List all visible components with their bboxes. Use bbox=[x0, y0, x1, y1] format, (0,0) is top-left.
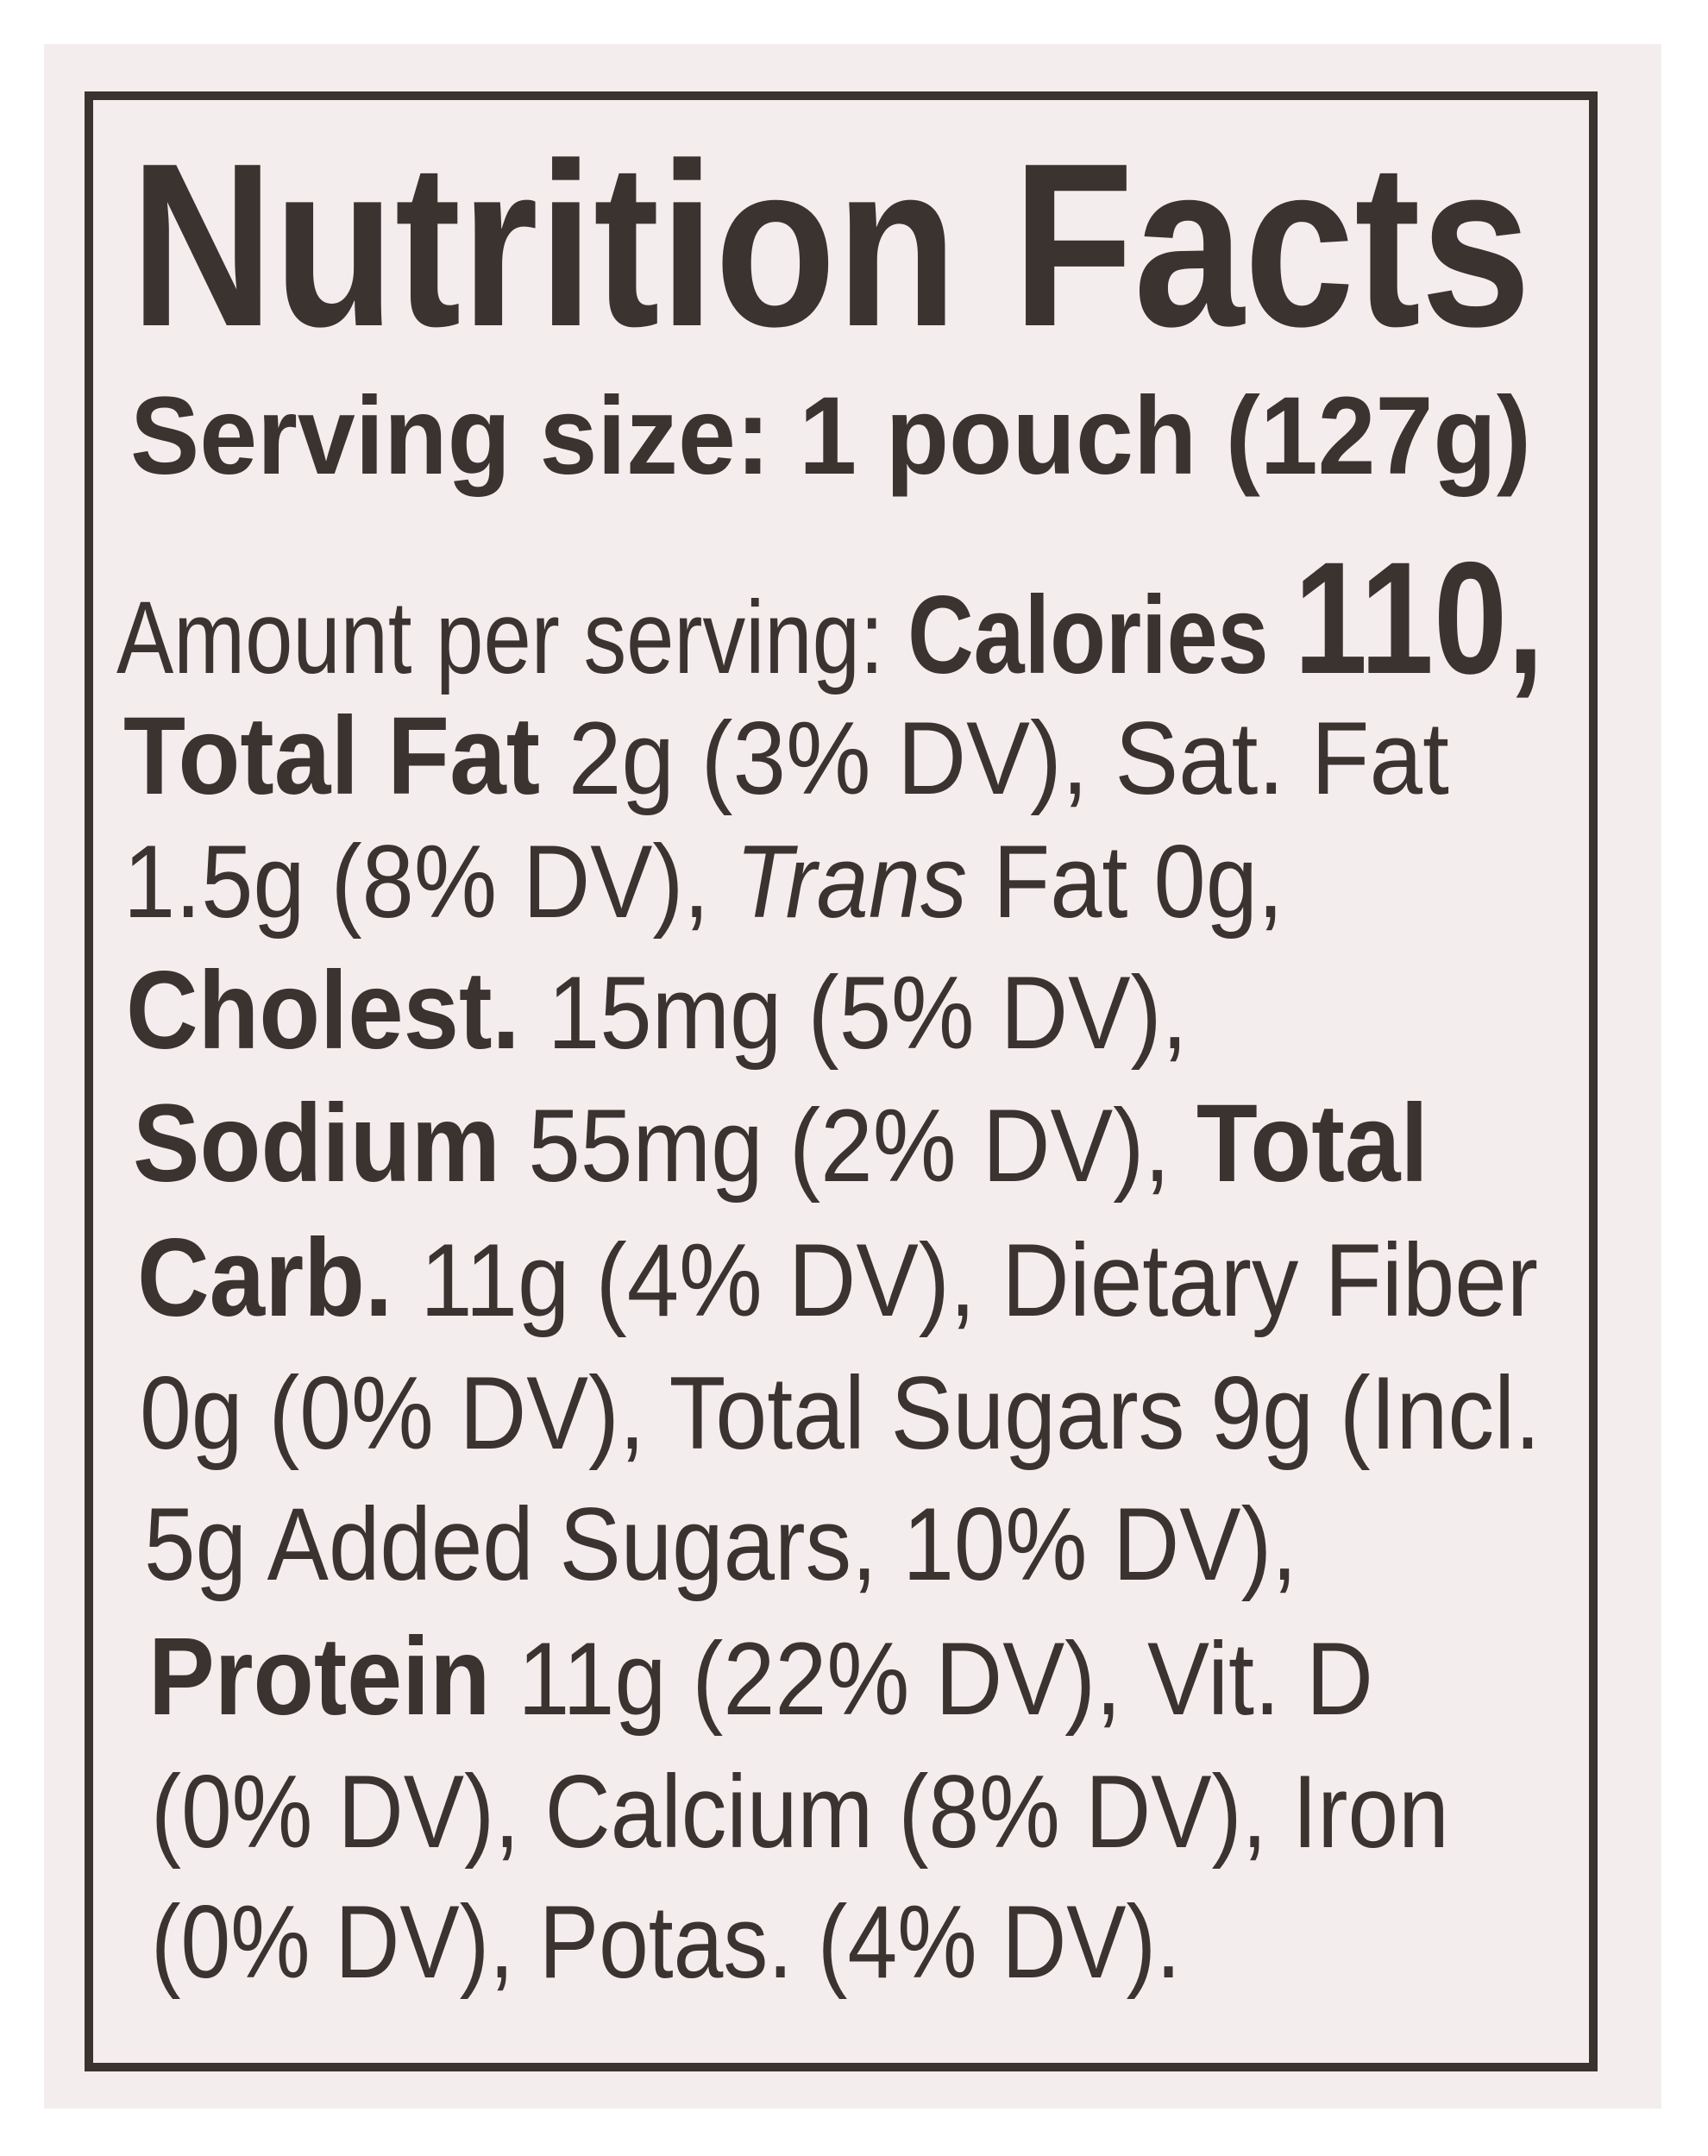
serving-size: Serving size: 1 pouch (127g) bbox=[130, 375, 1531, 498]
text-run: 110, bbox=[1294, 528, 1544, 707]
label-line: Cholest. 15mg (5% DV), bbox=[126, 949, 1188, 1072]
label-line: (0% DV), Potas. (4% DV). bbox=[151, 1883, 1181, 2000]
label-line: 1.5g (8% DV), Trans Fat 0g, bbox=[123, 825, 1284, 940]
text-run: 5g Added Sugars, 10% DV), bbox=[144, 1487, 1297, 1602]
text-run: 0g (0% DV), Total Sugars 9g (Incl. bbox=[140, 1356, 1541, 1472]
text-run: Fat 0g, bbox=[967, 825, 1284, 940]
label-border bbox=[85, 91, 1598, 2071]
text-run: Calories bbox=[907, 574, 1294, 697]
text-run: (0% DV), Calcium (8% DV), Iron bbox=[151, 1754, 1449, 1870]
text-run: Cholest. bbox=[126, 949, 548, 1072]
label-line: (0% DV), Calcium (8% DV), Iron bbox=[151, 1754, 1449, 1870]
title: Nutrition Facts bbox=[130, 116, 1531, 375]
text-run: 11g (4% DV), Dietary Fiber bbox=[420, 1223, 1538, 1338]
text-run: Carb. bbox=[137, 1216, 420, 1340]
text-run: 15mg (5% DV), bbox=[548, 955, 1188, 1071]
text-run: Trans bbox=[736, 825, 968, 940]
label-line: 0g (0% DV), Total Sugars 9g (Incl. bbox=[140, 1356, 1541, 1472]
text-run: (0% DV), Potas. (4% DV). bbox=[151, 1883, 1181, 2000]
text-run: Sodium bbox=[133, 1081, 528, 1204]
text-run: 2g (3% DV), Sat. Fat bbox=[568, 701, 1449, 816]
text-run: Total bbox=[1196, 1081, 1429, 1204]
label-line: Carb. 11g (4% DV), Dietary Fiber bbox=[137, 1216, 1538, 1340]
label-line: Amount per serving: Calories 110, bbox=[116, 528, 1544, 707]
text-run: 1.5g (8% DV), bbox=[123, 825, 736, 940]
label-line: 5g Added Sugars, 10% DV), bbox=[144, 1487, 1297, 1602]
text-run: 11g (22% DV), Vit. D bbox=[518, 1622, 1373, 1738]
label-line: Protein 11g (22% DV), Vit. D bbox=[148, 1614, 1373, 1738]
label-line: Total Fat 2g (3% DV), Sat. Fat bbox=[123, 695, 1449, 818]
label-line: Sodium 55mg (2% DV), Total bbox=[133, 1081, 1429, 1204]
text-run: 55mg (2% DV), bbox=[528, 1088, 1196, 1204]
package-background bbox=[44, 44, 1661, 2109]
text-run: Total Fat bbox=[123, 695, 568, 818]
text-run: Amount per serving: bbox=[116, 580, 907, 695]
text-run: Protein bbox=[148, 1614, 518, 1738]
